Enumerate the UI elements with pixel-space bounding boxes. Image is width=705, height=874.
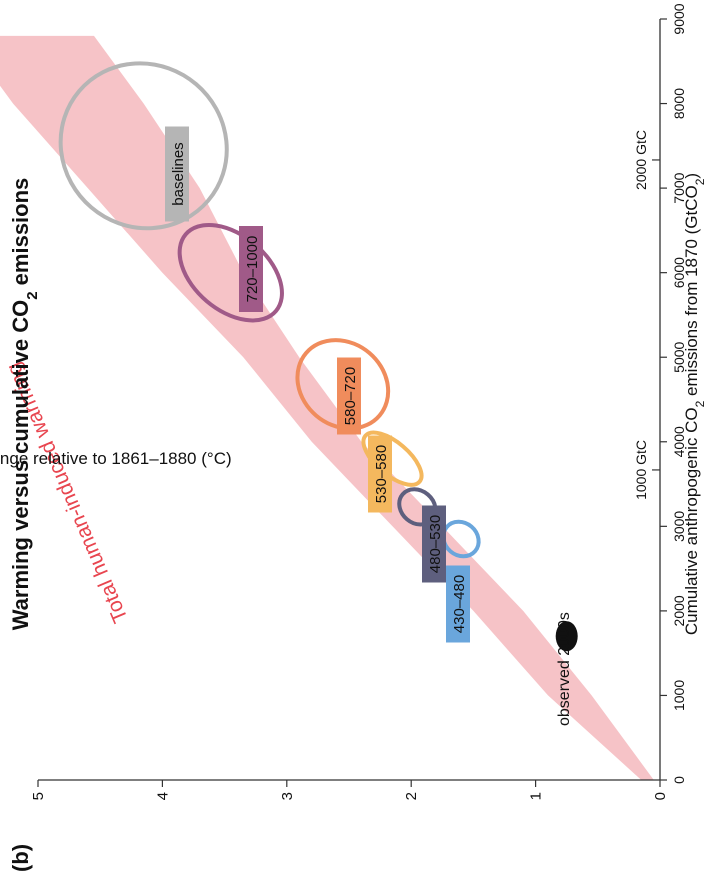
x-tick-label-5: 5000 <box>671 341 687 372</box>
scenario-label-bg-4 <box>422 505 446 583</box>
axes: 0 1000 2000 3000 4000 5000 6000 7000 8000 9000 0 1… <box>30 3 687 800</box>
scenario-label-2: 580–720 <box>342 367 359 425</box>
x-ticks: 0 1000 2000 3000 4000 5000 6000 7000 8000 9000 <box>660 3 687 784</box>
scenario-ellipse-5 <box>441 519 481 559</box>
observed-point <box>555 621 578 652</box>
y-tick-label-5: 5 <box>30 792 47 800</box>
scenario-label-bg-0 <box>165 126 189 222</box>
panel-label: (b) <box>8 844 33 872</box>
x-axis-label-suffix: ) <box>682 173 701 179</box>
sec-tick-label-1: 2000 GtC <box>633 130 649 190</box>
scenario-label-bg-5 <box>446 565 470 643</box>
scenario-label-bg-3 <box>368 435 392 513</box>
x-tick-label-7: 7000 <box>671 172 687 203</box>
y-tick-label-1: 1 <box>528 792 545 800</box>
x-axis-label-mid: emissions from 1870 (GtCO <box>682 185 701 400</box>
chart-title-sub: 2 <box>24 291 41 299</box>
y-ticks: 0 1 2 3 4 5 <box>30 780 669 800</box>
scenario-label-bg-2 <box>337 357 361 435</box>
x-tick-label-6: 6000 <box>671 257 687 288</box>
y-tick-label-3: 3 <box>279 792 296 800</box>
x-axis-label: Cumulative anthropogenic CO2 emissions f… <box>682 173 705 635</box>
x-axis-label-sub2: 2 <box>693 178 705 185</box>
x-tick-label-8: 8000 <box>671 88 687 119</box>
chart-title-prefix: Warming versus cumulative CO <box>8 300 33 631</box>
scenario-label-0: baselines <box>170 142 187 205</box>
scenario-label-1: 720–1000 <box>244 236 261 303</box>
y-tick-label-0: 0 <box>652 792 669 800</box>
y-tick-label-4: 4 <box>154 792 171 800</box>
x-axis-label-sub1: 2 <box>693 400 705 407</box>
chart-title: Warming versus cumulative CO2 emissions <box>8 178 41 631</box>
scenario-label-5: 430–480 <box>451 575 468 633</box>
x-tick-label-0: 0 <box>671 776 687 784</box>
scenario-label-bg-1 <box>239 226 263 312</box>
x-tick-label-3: 3000 <box>671 511 687 542</box>
y-tick-label-2: 2 <box>403 792 420 800</box>
scenario-labels: baselines 720–1000 580–720 530–580 480–530 43… <box>165 126 470 643</box>
x-tick-label-4: 4000 <box>671 426 687 457</box>
scenario-label-4: 480–530 <box>427 515 444 573</box>
y-axis-label: Temperature change relative to 1861–1880… <box>0 449 232 468</box>
scenario-ellipse-2 <box>295 338 391 431</box>
observed-group: observed 2000s <box>555 612 578 726</box>
x-tick-label-9: 9000 <box>671 3 687 34</box>
observed-label: observed 2000s <box>556 612 573 726</box>
sec-tick-label-0: 1000 GtC <box>633 440 649 500</box>
secondary-ticks: 1000 GtC 2000 GtC <box>633 130 660 500</box>
x-tick-label-2: 2000 <box>671 595 687 626</box>
x-axis-label-prefix: Cumulative anthropogenic CO <box>682 407 701 635</box>
x-tick-label-1: 1000 <box>671 680 687 711</box>
scenario-label-3: 530–580 <box>373 445 390 503</box>
scenario-ellipse-0 <box>58 61 229 231</box>
chart-title-suffix: emissions <box>8 178 33 292</box>
